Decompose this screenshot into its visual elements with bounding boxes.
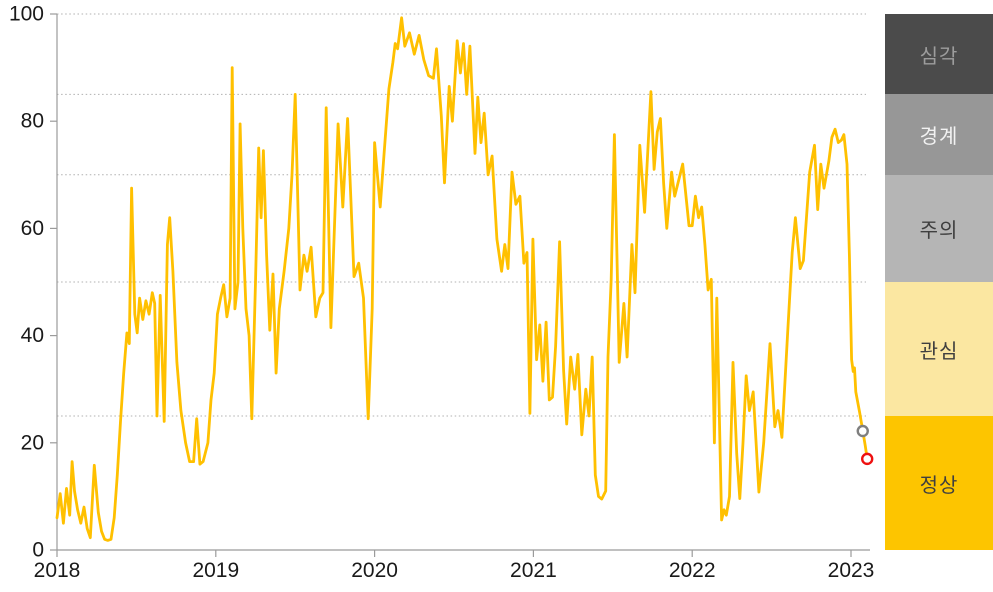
y-tick-label-80: 80 bbox=[21, 110, 44, 133]
x-tick-label-2019: 2019 bbox=[192, 559, 239, 582]
legend-band-severe: 심각 bbox=[885, 14, 993, 95]
legend-band-caution: 주의 bbox=[885, 174, 993, 282]
legend-band-label-severe: 심각 bbox=[919, 45, 959, 68]
legend-band-label-alert: 경계 bbox=[919, 126, 959, 149]
legend-band-normal: 정상 bbox=[885, 416, 993, 550]
x-tick-label-2023: 2023 bbox=[828, 559, 875, 582]
x-tick-label-2018: 2018 bbox=[34, 559, 81, 582]
y-tick-label-100: 100 bbox=[9, 3, 44, 26]
legend-band-watch: 관심 bbox=[885, 282, 993, 416]
y-tick-label-0: 0 bbox=[32, 539, 44, 562]
legend-band-alert: 경계 bbox=[885, 94, 993, 175]
legend-band-label-caution: 주의 bbox=[919, 219, 959, 242]
previous-point-marker bbox=[856, 424, 869, 438]
legend-band-label-watch: 관심 bbox=[919, 340, 959, 363]
y-tick-label-40: 40 bbox=[21, 324, 44, 347]
x-tick-label-2020: 2020 bbox=[351, 559, 398, 582]
x-tick-label-2022: 2022 bbox=[669, 559, 716, 582]
index-line bbox=[55, 16, 869, 542]
x-tick-label-2021: 2021 bbox=[510, 559, 557, 582]
latest-point-marker bbox=[860, 452, 874, 466]
legend-band-label-normal: 정상 bbox=[919, 474, 959, 497]
y-tick-label-60: 60 bbox=[21, 217, 44, 240]
y-tick-label-20: 20 bbox=[21, 431, 44, 454]
